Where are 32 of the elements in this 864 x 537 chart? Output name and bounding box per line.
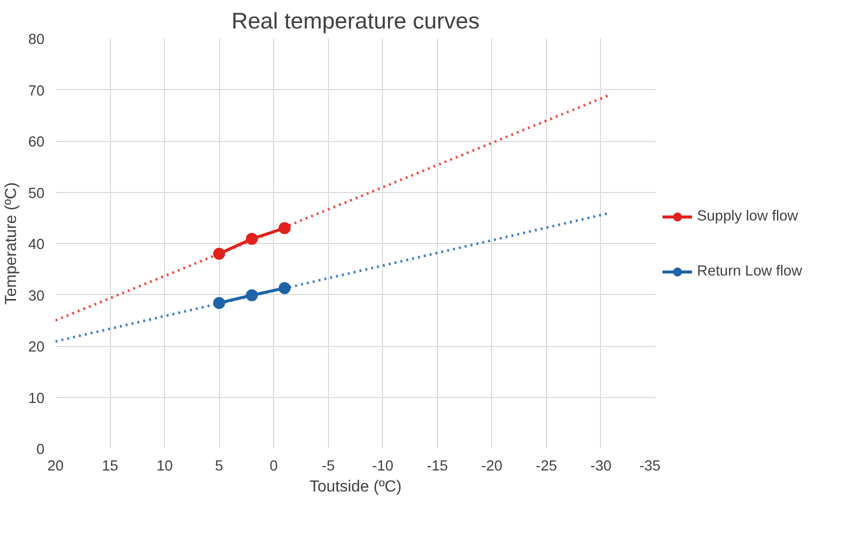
y-tick-label: 20	[28, 340, 45, 356]
point	[213, 248, 226, 260]
x-axis-title: Toutside (ºC)	[309, 478, 402, 496]
point	[213, 296, 226, 309]
y-tick-label: 60	[28, 134, 45, 150]
y-tick-label: 80	[28, 32, 45, 48]
point	[246, 232, 258, 245]
x-tick-label: 5	[215, 458, 224, 474]
x-tick-label: -20	[481, 458, 502, 474]
legend-label: Return Low flow	[697, 264, 802, 280]
y-tick-label: 70	[28, 83, 45, 100]
x-tick-label: 15	[102, 458, 118, 474]
x-tick-label: 0	[270, 458, 278, 474]
y-axis-title: Temperature (ºC)	[3, 182, 20, 305]
x-tick-label: -15	[426, 458, 448, 474]
x-tick-label: -10	[372, 458, 394, 474]
x-tick-label: -30	[590, 458, 612, 474]
x-tick-label: 10	[156, 458, 173, 474]
point	[278, 282, 291, 294]
x-tick-label: 20	[47, 458, 64, 474]
y-tick-label: 0	[36, 442, 45, 458]
point	[278, 222, 291, 234]
y-tick-label: 30	[28, 288, 45, 304]
x-tick-label: -25	[536, 458, 558, 474]
chart-title: Real temperature curves	[231, 8, 480, 34]
x-tick-label: -5	[322, 458, 335, 474]
y-tick-label: 40	[28, 237, 45, 253]
x-tick-label: -35	[639, 458, 661, 474]
y-tick-label: 10	[28, 390, 45, 407]
legend-label: Supply low flow	[697, 208, 798, 224]
point	[246, 289, 258, 302]
y-tick-label: 50	[28, 186, 45, 202]
